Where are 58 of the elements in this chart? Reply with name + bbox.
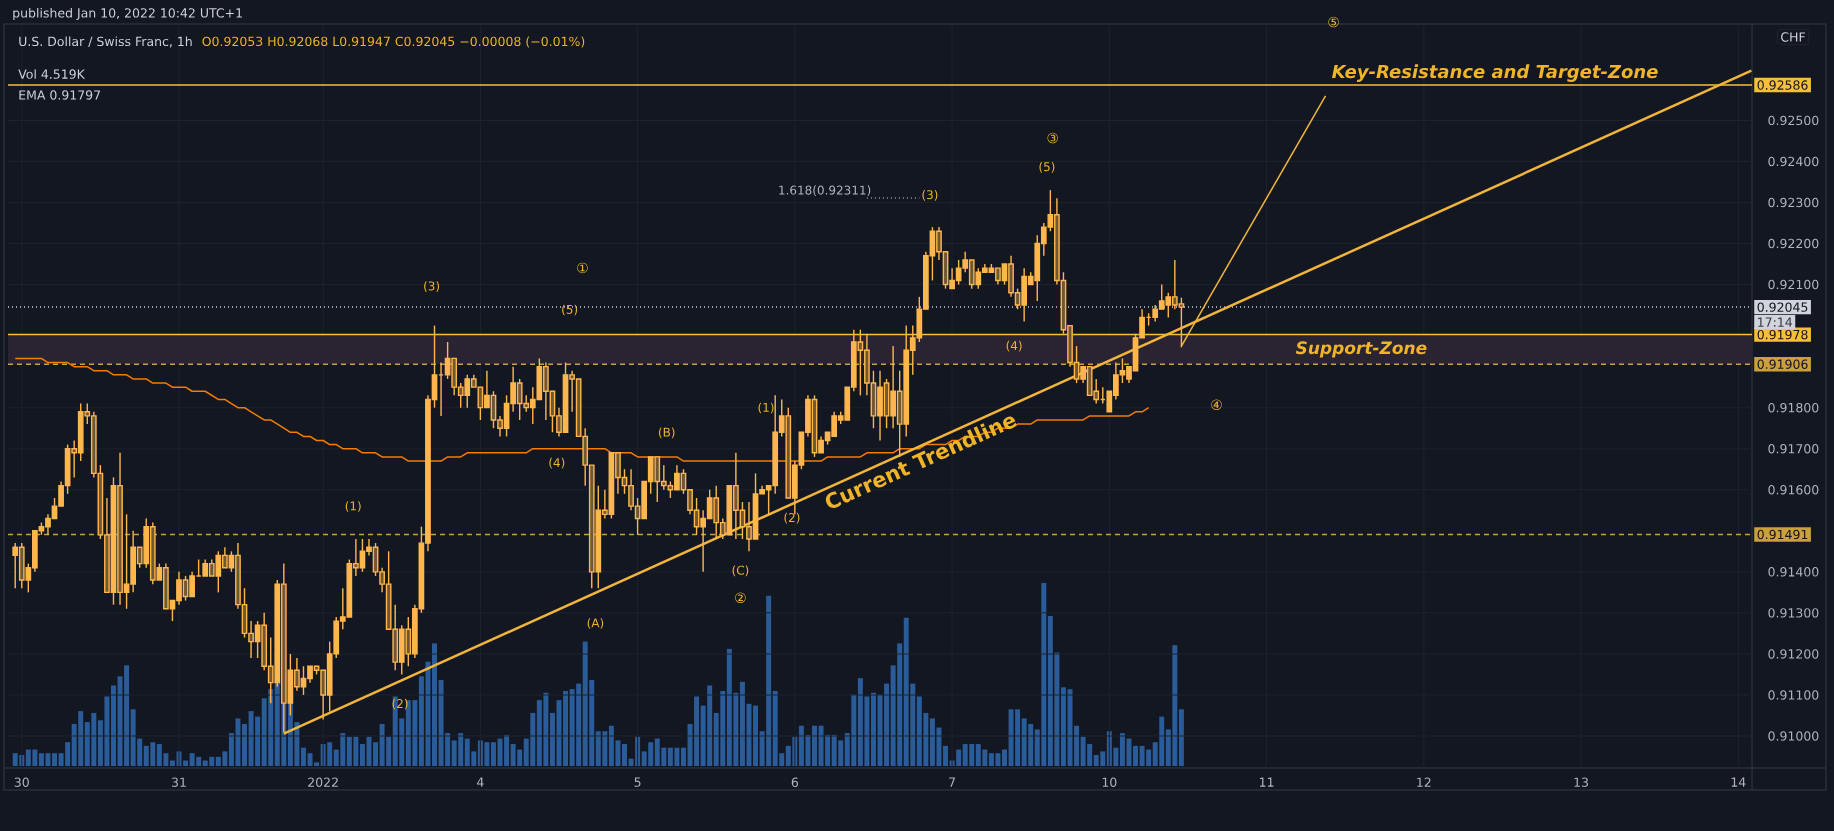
y-tick-label: 0.92400 [1768,156,1819,167]
annotation: ⑤ [1328,16,1339,28]
x-tick-label: 11 [1259,777,1274,787]
annotation: (5) [1039,161,1055,173]
y-tick-label: 0.91700 [1768,443,1819,454]
ref-line-label: 0.92586 [1757,80,1808,90]
annotation: (3) [922,189,938,201]
annotation: ① [577,262,588,274]
ref-line-label: 0.91491 [1757,529,1808,540]
x-tick-label: 30 [14,777,29,787]
x-tick-label: 14 [1731,777,1746,787]
annotation: Key-Resistance and Target-Zone [1332,64,1658,82]
x-tick-label: 4 [477,777,484,787]
annotation: (1) [758,402,774,414]
ref-line-label: 0.91978 [1757,329,1808,340]
annotation: (2) [392,698,408,710]
annotation: 1.618(0.92311) [779,185,871,197]
x-tick-label: 13 [1574,777,1588,787]
annotation: (2) [784,512,800,524]
annotation: (C) [732,565,749,577]
y-axis-title: CHF [1781,32,1805,42]
ref-line-label: 0.91906 [1757,359,1808,369]
y-tick-label: 0.91100 [1768,690,1819,700]
x-tick-label: 10 [1102,777,1117,787]
y-tick-label: 0.92200 [1768,238,1819,249]
x-tick-label: 7 [949,777,955,787]
ref-line-label: 0.92045 [1757,302,1808,312]
text: U.S. Dollar / Swiss Franc, 1h [19,36,192,48]
annotation: (1) [345,501,361,512]
annotation: ③ [1047,132,1058,144]
text: 17:14 [1758,317,1793,327]
y-tick-label: 0.92300 [1768,197,1819,208]
y-tick-label: 0.91600 [1768,485,1819,495]
text: published Jan 10, 2022 10:42 UTC+1 [13,7,242,21]
x-tick-label: 6 [791,777,799,787]
annotation: ④ [1211,399,1222,410]
annotation: (4) [1006,340,1022,352]
y-tick-label: 0.91400 [1768,567,1819,577]
annotation: (4) [549,457,565,469]
annotation: (3) [424,281,440,292]
x-tick-label: 2022 [308,777,338,787]
annotation: EMA 0.91797 [19,90,101,100]
text: O0.92053 H0.92068 L0.91947 C0.92045 −0.00008 (−0.01%) [202,36,585,48]
annotation: Vol 4.519K [18,69,86,79]
y-tick-label: 0.91000 [1768,731,1819,741]
annotation: (A) [587,618,604,629]
x-tick-label: 31 [172,777,186,787]
annotation: (5) [562,304,578,316]
y-tick-label: 0.91800 [1768,402,1819,413]
y-tick-label: 0.91300 [1768,608,1819,618]
annotation: ② [735,592,746,603]
y-tick-label: 0.92100 [1768,279,1819,290]
y-tick-label: 0.92500 [1768,115,1819,126]
band-label: Support-Zone [1295,341,1427,358]
y-tick-label: 0.91200 [1768,649,1819,659]
x-tick-label: 5 [634,777,641,787]
x-tick-label: 12 [1417,777,1431,787]
annotation: (B) [658,427,675,439]
